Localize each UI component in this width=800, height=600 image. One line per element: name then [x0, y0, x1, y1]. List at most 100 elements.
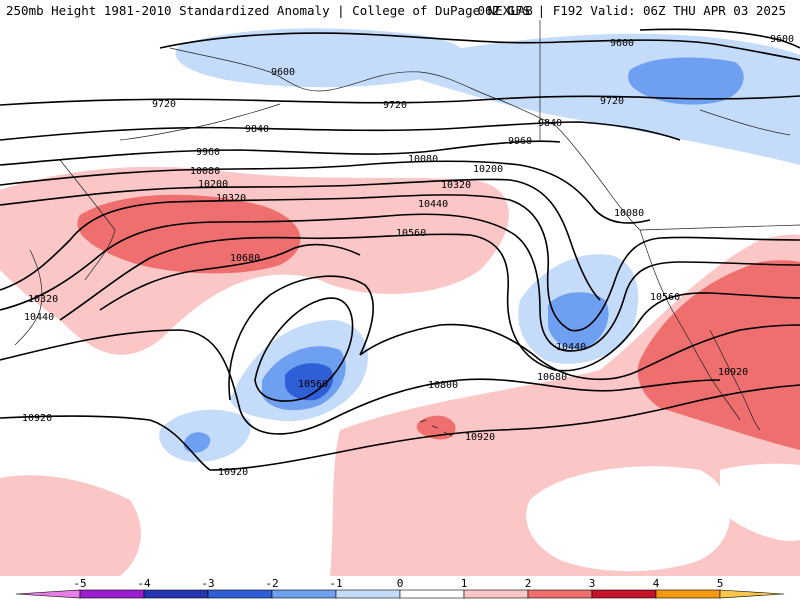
contour-label: 10320 [216, 193, 246, 204]
contour-10800 [0, 329, 721, 435]
contour-label: 10080 [614, 208, 644, 219]
map-title: 250mb Height 1981-2010 Standardized Anom… [6, 3, 533, 18]
contour-10560-loop [254, 297, 354, 402]
moderate-negative-anomaly [548, 292, 609, 349]
neutral-region [720, 463, 800, 541]
aleutian-islands [119, 103, 281, 141]
height-contours [0, 28, 800, 471]
contour-label: 9720 [600, 96, 624, 107]
contour-label: 9600 [770, 34, 794, 45]
colorbar-segment [143, 589, 209, 599]
contour-10440 [0, 213, 800, 352]
contour-label: 10920 [218, 467, 248, 478]
negative-anomaly-region [175, 28, 465, 88]
japan-coast [14, 249, 43, 346]
colorbar-tick-label: -4 [137, 577, 151, 590]
contour-label: 9840 [245, 124, 269, 135]
colorbar-segment [399, 589, 465, 599]
contour-10680-east [359, 323, 800, 381]
colorbar-tick-label: 3 [589, 577, 596, 590]
contour-label: 10440 [24, 312, 54, 323]
colorbar-segment [79, 589, 145, 599]
colorbar-tick-label: -2 [265, 577, 278, 590]
contour-label: 10560 [298, 379, 328, 390]
hudson-area-coast [699, 109, 791, 136]
contour-label: 10560 [650, 292, 680, 303]
contour-label: 10440 [418, 199, 448, 210]
contour-label: 9960 [508, 136, 532, 147]
contour-10680-loop [228, 275, 374, 401]
contour-label: 10200 [198, 179, 228, 190]
contour-9600-north [639, 28, 800, 49]
contour-label: 10440 [556, 342, 586, 353]
positive-anomaly-region [0, 475, 141, 576]
contour-10560 [59, 233, 800, 372]
colorbar-tick-label: 2 [525, 577, 532, 590]
contour-10320 [0, 194, 800, 332]
contour-10080 [0, 160, 651, 224]
contour-10200 [0, 178, 601, 301]
colorbar-segment [591, 589, 657, 599]
alaska-coast [169, 47, 556, 126]
contour-labels: 9600 9600 9600 9720 9720 9720 9840 9840 … [22, 34, 794, 478]
coastlines [14, 20, 800, 437]
colorbar-segment [271, 589, 337, 599]
us-canada-border [639, 224, 800, 231]
contour-label: 9720 [152, 99, 176, 110]
contour-label: 10080 [190, 166, 220, 177]
colorbar-segment [335, 589, 401, 599]
contour-label: 10320 [28, 294, 58, 305]
contour-label: 10800 [428, 380, 458, 391]
contour-label: 9840 [538, 118, 562, 129]
colorbar-tick-label: -1 [329, 577, 342, 590]
contour-10680 [99, 243, 361, 311]
colorbar-tick-label: 4 [653, 577, 660, 590]
contour-label: 10920 [718, 367, 748, 378]
neutral-region [526, 466, 730, 572]
colorbar-segment [15, 589, 81, 599]
strong-negative-anomaly [285, 363, 334, 401]
colorbar-segment [207, 589, 273, 599]
contour-label: 10680 [230, 253, 260, 264]
contour-label: 10680 [537, 372, 567, 383]
baja-coast [709, 329, 761, 431]
title-bar: 250mb Height 1981-2010 Standardized Anom… [0, 0, 800, 20]
colorbar-tick-label: -3 [201, 577, 214, 590]
us-west-coast [639, 229, 741, 421]
moderate-negative-anomaly [628, 57, 744, 105]
colorbar-segment [527, 589, 593, 599]
contour-label: 9960 [196, 147, 220, 158]
contour-label: 10560 [396, 228, 426, 239]
contour-label: 10080 [408, 154, 438, 165]
contour-9600 [159, 32, 800, 61]
colorbar-segment [463, 589, 529, 599]
moderate-negative-anomaly [183, 432, 211, 453]
contour-9720 [0, 95, 800, 106]
colorbar-tick-label: -5 [73, 577, 86, 590]
kamchatka-coast [59, 159, 116, 281]
bc-coast [554, 124, 641, 231]
strong-positive-anomaly [77, 194, 301, 274]
colorbar-tick-label: 5 [717, 577, 724, 590]
contour-label: 9600 [271, 67, 295, 78]
anomaly-map: 9600 9600 9600 9720 9720 9720 9840 9840 … [0, 20, 800, 576]
contour-label: 10920 [22, 413, 52, 424]
anomaly-shading [0, 28, 800, 576]
strong-positive-anomaly [637, 260, 800, 450]
contour-label: 10200 [473, 164, 503, 175]
contour-10920 [0, 384, 800, 471]
contour-label: 10920 [465, 432, 495, 443]
contour-label: 9720 [383, 100, 407, 111]
colorbar-tick-label: 1 [461, 577, 468, 590]
colorbar-tick-label: 0 [397, 577, 404, 590]
colorbar-ticks: -5 -4 -3 -2 -1 0 1 2 3 4 5 [73, 577, 723, 590]
contour-label: 9600 [610, 38, 634, 49]
model-run-info: 06Z GFS | F192 Valid: 06Z THU APR 03 202… [477, 3, 786, 18]
contour-9960 [0, 140, 561, 166]
colorbar-segment [655, 589, 721, 599]
colorbar-segment [719, 589, 785, 599]
contour-9840 [0, 121, 681, 141]
contour-label: 10320 [441, 180, 471, 191]
colorbar-segments [15, 589, 785, 599]
colorbar: -5 -4 -3 -2 -1 0 1 2 3 4 5 [15, 577, 785, 599]
